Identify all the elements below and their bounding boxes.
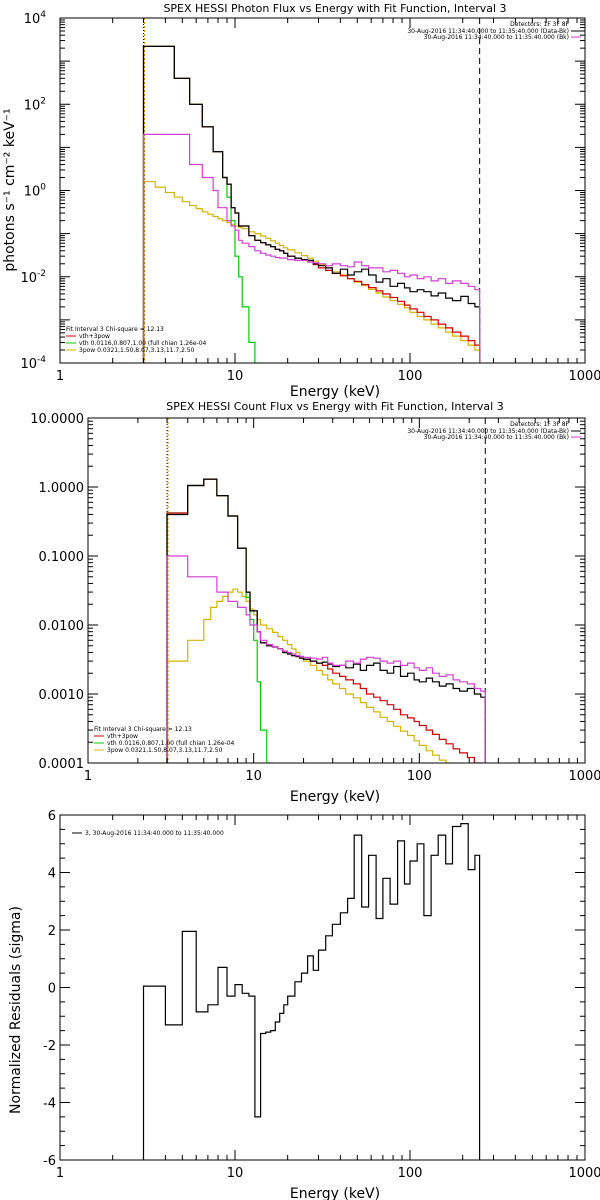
x-tick-label: 100 [398, 369, 423, 384]
legend-item-label: 3, 30-Aug-2016 11:34:40.000 to 11:35:40.… [85, 830, 224, 837]
legend-item-label: 30-Aug-2016 11:34:40.000 to 11:35:40.000… [424, 34, 569, 41]
plot-frame [59, 814, 586, 1161]
count-flux-panel: SPEX HESSI Count Flux vs Energy with Fit… [30, 400, 600, 805]
legend-top-left: 3, 30-Aug-2016 11:34:40.000 to 11:35:40.… [72, 830, 224, 837]
y-axis: -6 -4 -2 0 2 4 6 [43, 809, 585, 1169]
y-tick-label: 4 [48, 867, 56, 882]
residuals-ylabel: Normalized Residuals (sigma) [8, 906, 24, 1114]
legend-item-label: 3pow 0.0321,1.50,8.07,3.13,11.7,2.50 [79, 347, 195, 354]
y-tick-label: 6 [48, 809, 56, 824]
legend-item-label: 30-Aug-2016 11:34:40.000 to 11:35:40.000… [407, 28, 569, 35]
y-tick-label: 1.0000 [39, 481, 85, 496]
legend-header: Detectors: 1F 3F 8F [510, 421, 569, 428]
x-tick-label: 100 [398, 1166, 423, 1181]
y-tick-label: 10-2 [20, 269, 46, 286]
x-tick-label: 1000 [568, 1166, 600, 1181]
series-line-2 [166, 478, 482, 763]
y-tick-exponent: 2 [40, 96, 46, 106]
x-tick-label: 10 [227, 369, 244, 384]
series-line-0 [142, 823, 481, 1160]
count-flux-xlabel: Energy (keV) [290, 789, 380, 805]
plot-frame [87, 417, 586, 764]
series-line-2 [142, 45, 481, 363]
legend-bottom-left: Fit Interval 3 Chi-square = 12.13vth+3po… [66, 326, 207, 354]
legend-header: Fit Interval 3 Chi-square = 12.13 [94, 726, 192, 733]
legend-item-label: 30-Aug-2016 11:34:40.000 to 11:35:40.000… [407, 428, 569, 435]
x-tick-label: 10 [245, 769, 262, 784]
y-tick-label: 10.0000 [30, 412, 84, 427]
legend-item-label: vth+3pow [107, 733, 138, 740]
legend-item-label: vth 0.0116,0.807,1.00 (full chian 1.26e-… [79, 340, 207, 347]
series-line-4 [166, 555, 486, 763]
plot-area [142, 823, 481, 1160]
y-tick-label: 10-4 [20, 355, 46, 372]
y-tick-label: -2 [43, 1039, 56, 1054]
photon-flux-panel: SPEX HESSI Photon Flux vs Energy with Fi… [2, 2, 600, 400]
y-tick-label: 102 [24, 96, 46, 113]
legend-header: Fit Interval 3 Chi-square = 12.13 [66, 326, 164, 333]
photon-flux-ylabel: photons s⁻¹ cm⁻² keV⁻¹ [2, 108, 18, 271]
x-axis: 1 10 100 1000 [56, 18, 600, 384]
count-flux-plot: 1 10 100 1000 0.0001 0.0010 0.0100 0.1000 1.0000… [30, 412, 600, 784]
y-tick-label: 0.0001 [39, 757, 85, 772]
x-tick-label: 1 [56, 369, 64, 384]
plot-frame [59, 17, 586, 364]
photon-flux-title: SPEX HESSI Photon Flux vs Energy with Fi… [163, 2, 506, 15]
photon-flux-xlabel: Energy (keV) [290, 384, 380, 400]
x-tick-label: 10 [227, 1166, 244, 1181]
y-tick-label: 0.0010 [39, 688, 85, 703]
x-tick-label: 1 [56, 1166, 64, 1181]
y-tick-label: 0 [48, 982, 56, 997]
y-tick-exponent: -2 [37, 269, 46, 279]
y-tick-label: 0.1000 [39, 550, 85, 565]
residuals-xlabel: Energy (keV) [290, 1186, 380, 1200]
x-tick-label: 100 [407, 769, 432, 784]
y-tick-label: -4 [43, 1097, 56, 1112]
photon-flux-plot: 1 10 100 1000 10-4 10-2 100 102 104 Detectors: 1F… [20, 10, 600, 384]
y-tick-exponent: 4 [40, 10, 46, 20]
y-tick-exponent: 0 [40, 183, 46, 193]
y-tick-exponent: -4 [37, 355, 46, 365]
x-axis: 1 10 100 1000 [84, 418, 600, 784]
residuals-panel: Energy (keV) Normalized Residuals (sigma… [8, 809, 600, 1200]
y-tick-label: 100 [24, 183, 47, 200]
y-axis: 10-4 10-2 100 102 104 [20, 10, 585, 372]
legend-item-label: 3pow 0.0321,1.50,8.07,3.13,11.7,2.50 [107, 747, 223, 754]
count-flux-title: SPEX HESSI Count Flux vs Energy with Fit… [166, 400, 503, 413]
x-tick-label: 1 [84, 769, 92, 784]
plot-area [166, 418, 486, 763]
legend-header: Detectors: 1F 3F 8F [510, 21, 569, 28]
y-tick-label: 0.0100 [39, 619, 85, 634]
legend-item-label: vth 0.0116,0.807,1.00 (full chian 1.26e-… [107, 740, 235, 747]
residuals-plot: 1 10 100 1000 -6 -4 -2 0 2 4 6 3, 30-Aug-2016 11:34… [43, 809, 600, 1181]
series-line-3 [166, 478, 486, 763]
x-axis: 1 10 100 1000 [56, 815, 600, 1181]
y-axis: 0.0001 0.0010 0.0100 0.1000 1.0000 10.0000 [30, 412, 585, 772]
legend-bottom-left: Fit Interval 3 Chi-square = 12.13vth+3po… [94, 726, 235, 754]
x-tick-label: 1000 [568, 369, 600, 384]
plot-area [142, 18, 481, 363]
y-tick-label: 2 [48, 924, 56, 939]
x-tick-label: 1000 [568, 769, 600, 784]
legend-item-label: vth+3pow [79, 333, 110, 340]
series-line-3 [142, 45, 481, 363]
y-tick-label: -6 [43, 1154, 56, 1169]
legend-item-label: 30-Aug-2016 11:34:40.000 to 11:35:40.000… [424, 434, 569, 441]
series-line-4 [142, 133, 481, 363]
series-line-0 [142, 181, 481, 363]
y-tick-label: 104 [24, 10, 47, 27]
